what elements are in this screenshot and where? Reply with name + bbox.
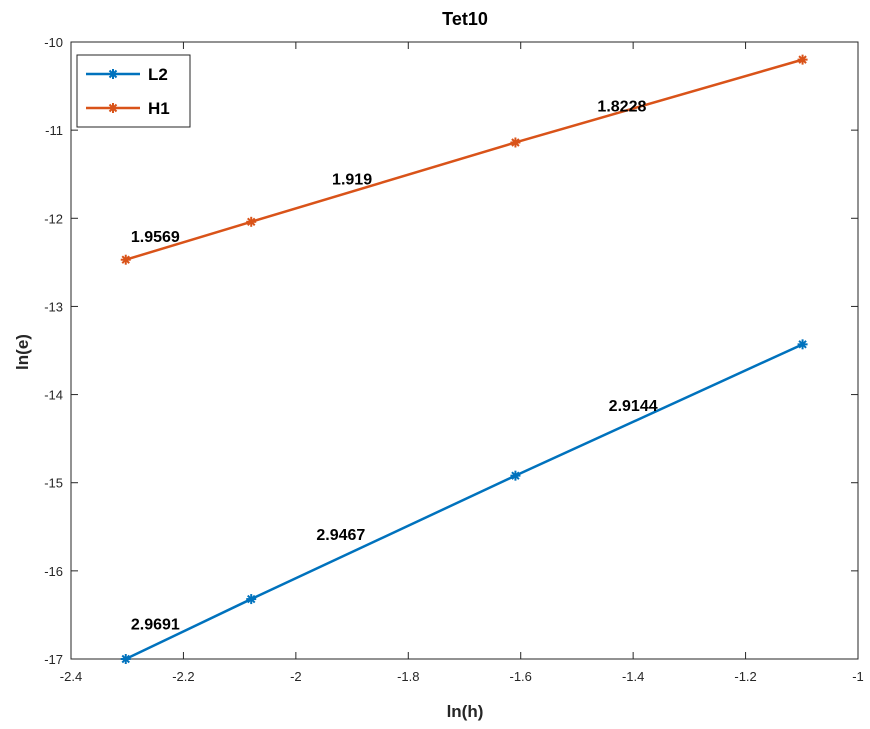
legend-marker-h1: [108, 103, 118, 113]
legend: L2 H1: [76, 54, 191, 128]
data-point-l2: [797, 339, 808, 350]
marker-stroke: [121, 255, 130, 264]
x-tick-label: -1.8: [397, 669, 419, 684]
marker-stroke: [108, 69, 118, 79]
data-point-h1: [510, 137, 521, 148]
data-point-h1: [246, 216, 257, 227]
rate-label: 2.9144: [609, 398, 658, 415]
data-point-h1: [120, 254, 131, 265]
series-l2: [120, 339, 808, 664]
marker-stroke: [798, 55, 807, 64]
x-tick-label: -1.6: [510, 669, 532, 684]
legend-item-l2: L2: [86, 65, 168, 84]
x-tick-label: -2.2: [172, 669, 194, 684]
chart-title: Tet10: [442, 9, 488, 29]
y-tick-label: -12: [44, 211, 63, 226]
series-h1: [120, 54, 808, 265]
data-point-l2: [246, 594, 257, 605]
data-point-l2: [510, 470, 521, 481]
data-point-l2: [120, 654, 131, 664]
y-axis-title: ln(e): [13, 334, 32, 370]
rate-label: 2.9691: [131, 617, 180, 634]
y-tick-label: -11: [45, 123, 63, 138]
rate-label: 1.919: [332, 172, 372, 189]
marker-stroke: [108, 103, 118, 113]
axis-ticks: -2.4 -2.2 -2 -1.8 -1.6 -1.4 -1.2 -1 -10 -11 -12 -13…: [44, 35, 864, 684]
plot-area: [70, 41, 859, 660]
legend-item-h1: H1: [86, 99, 170, 118]
marker-stroke: [247, 594, 256, 604]
data-point-h1: [797, 54, 808, 65]
y-tick-label: -16: [44, 564, 63, 579]
x-tick-label: -1.2: [734, 669, 756, 684]
marker-stroke: [247, 217, 256, 227]
legend-box: [76, 54, 191, 128]
y-tick-label: -13: [44, 299, 63, 314]
rate-label: 2.9467: [316, 527, 365, 544]
x-tick-label: -2.4: [60, 669, 82, 684]
rate-label: 1.9569: [131, 229, 180, 246]
series-layer: [120, 54, 808, 664]
y-tick-label: -15: [44, 476, 63, 491]
rate-label: 1.8228: [597, 98, 646, 115]
marker-stroke: [121, 654, 130, 664]
plot-border: [70, 41, 859, 660]
y-tick-label: -14: [44, 388, 63, 403]
x-tick-label: -1.4: [622, 669, 644, 684]
marker-stroke: [511, 471, 520, 480]
legend-label-h1: H1: [148, 99, 170, 118]
rate-annotations: 2.9691 2.9467 2.9144 1.9569 1.919 1.8228: [131, 98, 658, 633]
marker-stroke: [798, 340, 807, 349]
y-tick-label: -17: [44, 652, 63, 667]
series-line-l2: [125, 343, 804, 661]
x-tick-label: -2: [290, 669, 302, 684]
legend-label-l2: L2: [148, 65, 168, 84]
marker-stroke: [511, 138, 520, 147]
y-tick-label: -10: [44, 35, 63, 50]
x-axis-title: ln(h): [447, 702, 484, 721]
x-tick-label: -1: [852, 669, 864, 684]
legend-marker-l2: [108, 69, 118, 79]
series-line-h1: [125, 58, 803, 261]
